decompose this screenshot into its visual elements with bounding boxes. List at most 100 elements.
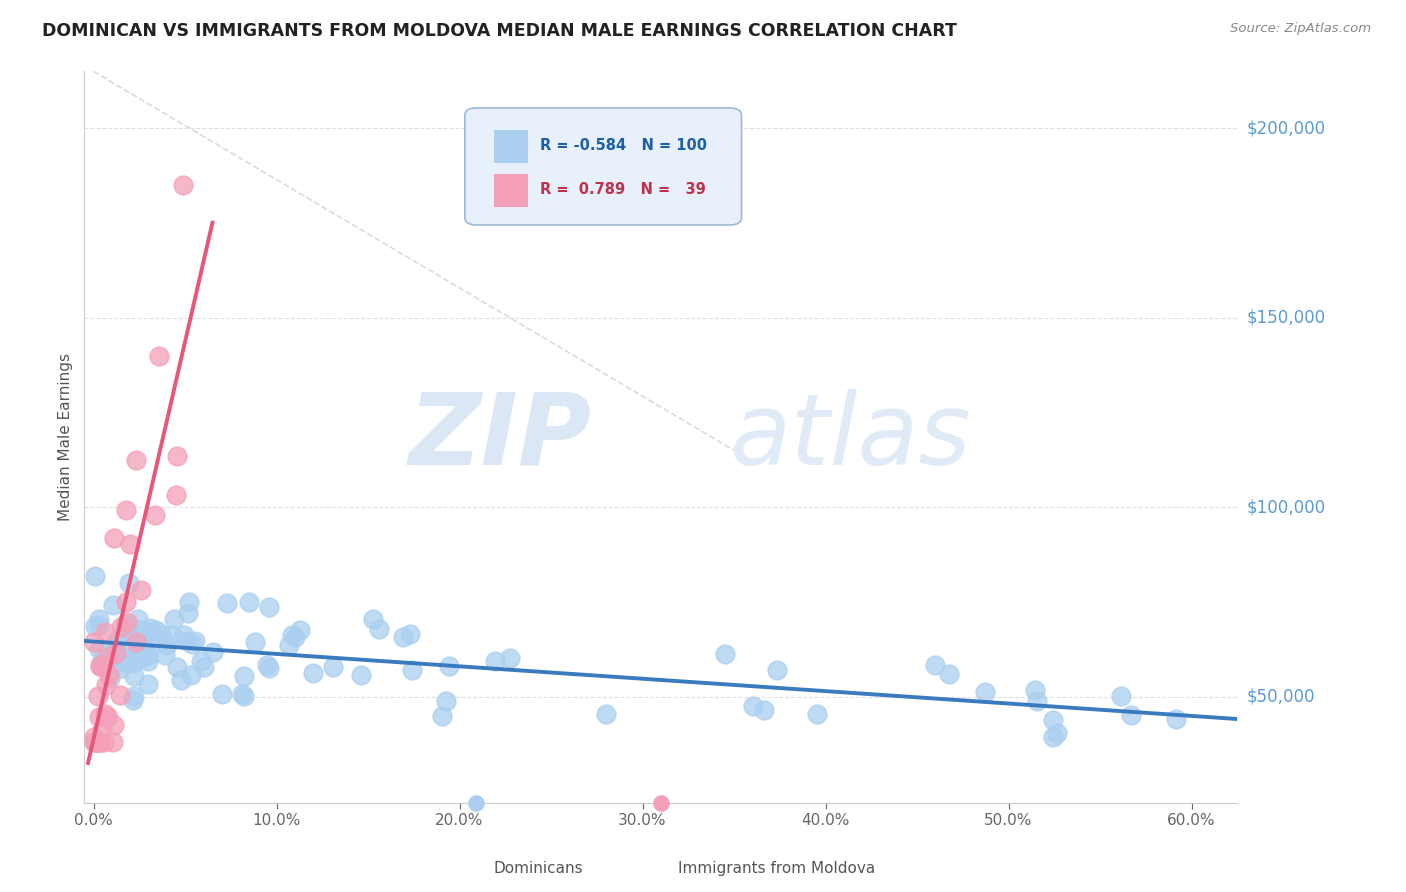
Point [160, 628, 183, 642]
Point [974, 684, 997, 698]
Point [136, 648, 159, 662]
Point [89, 659, 111, 673]
Point [122, 690, 145, 704]
Point [115, 615, 138, 630]
Point [105, 634, 128, 648]
Point [233, 669, 256, 683]
Point [89, 735, 111, 749]
Point [103, 717, 125, 731]
Point [190, 654, 212, 668]
Point [83, 730, 105, 744]
Point [211, 687, 233, 701]
Point [98, 671, 121, 685]
Point [201, 645, 224, 659]
Point [94, 706, 117, 721]
Point [170, 673, 193, 687]
Point [87, 612, 110, 626]
Point [148, 349, 170, 363]
Point [96, 650, 118, 665]
Point [401, 663, 423, 677]
Point [193, 659, 215, 673]
Point [179, 595, 201, 609]
Point [499, 650, 522, 665]
Point [484, 654, 506, 668]
Point [399, 627, 422, 641]
Point [115, 503, 138, 517]
Point [245, 635, 267, 649]
Point [97, 709, 120, 723]
Point [714, 647, 737, 661]
Point [368, 622, 391, 636]
Point [110, 620, 132, 634]
Point [84, 735, 107, 749]
Point [84, 735, 107, 749]
Point [153, 648, 176, 663]
Point [87, 709, 110, 723]
Point [87, 735, 110, 749]
Point [434, 694, 457, 708]
Point [101, 735, 124, 749]
Point [181, 637, 204, 651]
Point [84, 619, 107, 633]
Point [184, 634, 207, 648]
Point [176, 607, 198, 621]
Point [105, 638, 128, 652]
Point [143, 508, 166, 522]
Point [100, 661, 122, 675]
Point [938, 666, 960, 681]
Point [163, 612, 186, 626]
Point [128, 624, 150, 638]
Point [166, 660, 188, 674]
Text: DOMINICAN VS IMMIGRANTS FROM MOLDOVA MEDIAN MALE EARNINGS CORRELATION CHART: DOMINICAN VS IMMIGRANTS FROM MOLDOVA MED… [42, 22, 957, 40]
Text: Dominicans: Dominicans [494, 861, 583, 876]
Point [129, 651, 152, 665]
Text: atlas: atlas [730, 389, 972, 485]
Point [136, 654, 159, 668]
Text: Source: ZipAtlas.com: Source: ZipAtlas.com [1230, 22, 1371, 36]
Point [125, 635, 148, 649]
Point [595, 706, 617, 721]
Point [83, 635, 105, 649]
Point [238, 595, 260, 609]
Bar [494, 130, 529, 163]
Point [97, 668, 120, 682]
Point [392, 630, 415, 644]
Point [132, 634, 155, 648]
Point [259, 661, 281, 675]
Point [256, 657, 278, 672]
Point [165, 488, 187, 502]
Point [131, 583, 153, 598]
Point [114, 616, 136, 631]
Point [134, 624, 156, 639]
Point [89, 659, 111, 673]
Point [432, 709, 454, 723]
Point [117, 575, 139, 590]
Point [87, 617, 110, 632]
Point [172, 178, 194, 192]
Point [117, 628, 139, 642]
Point [89, 641, 111, 656]
Bar [494, 174, 529, 207]
Point [704, 879, 727, 892]
Point [115, 595, 138, 609]
Point [754, 703, 776, 717]
Point [121, 656, 143, 670]
Point [125, 647, 148, 661]
Point [166, 449, 188, 463]
Point [90, 659, 112, 673]
Point [278, 638, 301, 652]
Point [94, 625, 117, 640]
Text: ZIP: ZIP [409, 389, 592, 485]
Point [322, 659, 344, 673]
Point [176, 634, 198, 648]
Point [1121, 707, 1143, 722]
FancyBboxPatch shape [465, 108, 741, 225]
Point [127, 629, 149, 643]
Point [97, 651, 120, 665]
Point [924, 658, 946, 673]
Point [94, 678, 117, 692]
Text: Immigrants from Moldova: Immigrants from Moldova [678, 861, 876, 876]
Point [93, 735, 115, 749]
Point [173, 628, 195, 642]
Point [350, 668, 373, 682]
